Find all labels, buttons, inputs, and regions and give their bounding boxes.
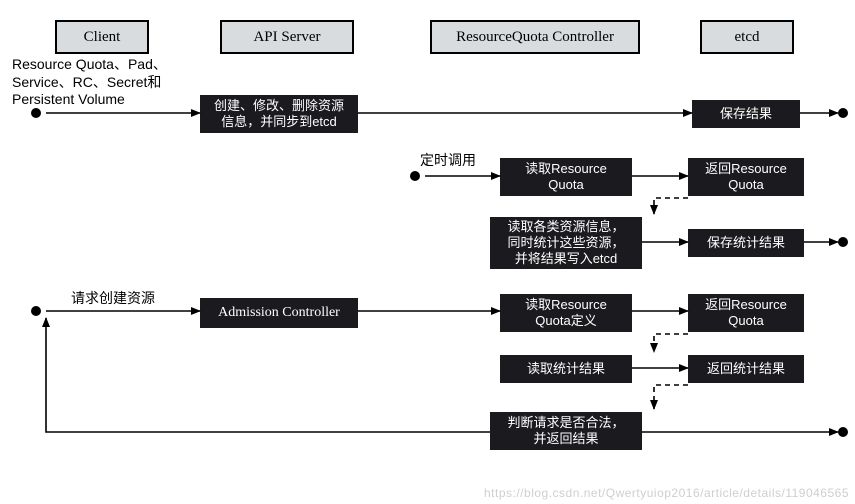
node-save-stat: 保存统计结果 [688, 229, 804, 257]
node-read-rq-def: 读取Resource Quota定义 [500, 294, 632, 332]
watermark: https://blog.csdn.net/Qwertyuiop2016/art… [484, 486, 849, 500]
arrow-a14 [654, 385, 688, 409]
node-return-stat: 返回统计结果 [688, 355, 804, 383]
dot-out-1 [838, 108, 848, 118]
lane-header-api: API Server [220, 20, 354, 54]
lane-header-etcd: etcd [700, 20, 794, 54]
lane-header-client: Client [55, 20, 149, 54]
dot-out-2 [838, 237, 848, 247]
dot-timer [410, 171, 420, 181]
dot-client-1 [31, 108, 41, 118]
lane-label: API Server [253, 29, 320, 46]
lane-header-rqc: ResourceQuota Controller [430, 20, 640, 54]
dot-client-2 [31, 306, 41, 316]
arrow-a6 [654, 198, 688, 214]
node-create-sync: 创建、修改、删除资源 信息，并同步到etcd [200, 95, 358, 133]
node-admission: Admission Controller [200, 298, 358, 328]
node-read-rq: 读取Resource Quota [500, 158, 632, 196]
arrow-a15 [46, 318, 490, 432]
client-note-label: Resource Quota、Pad、 Service、RC、Secret和 P… [12, 56, 190, 109]
lane-label: Client [84, 29, 121, 46]
node-read-stat: 读取统计结果 [500, 355, 632, 383]
dot-out-3 [838, 427, 848, 437]
lane-label: etcd [735, 29, 760, 46]
lane-label: ResourceQuota Controller [456, 29, 614, 46]
timer-call-label: 定时调用 [412, 152, 484, 170]
node-return-rq-2: 返回Resource Quota [688, 294, 804, 332]
node-return-rq-1: 返回Resource Quota [688, 158, 804, 196]
node-read-all-res: 读取各类资源信息， 同时统计这些资源， 并将结果写入etcd [490, 217, 642, 269]
arrow-a12 [654, 334, 688, 352]
request-create-label: 请求创建资源 [58, 290, 168, 308]
node-judge: 判断请求是否合法， 并返回结果 [490, 412, 642, 450]
node-save-result-1: 保存结果 [692, 100, 800, 128]
